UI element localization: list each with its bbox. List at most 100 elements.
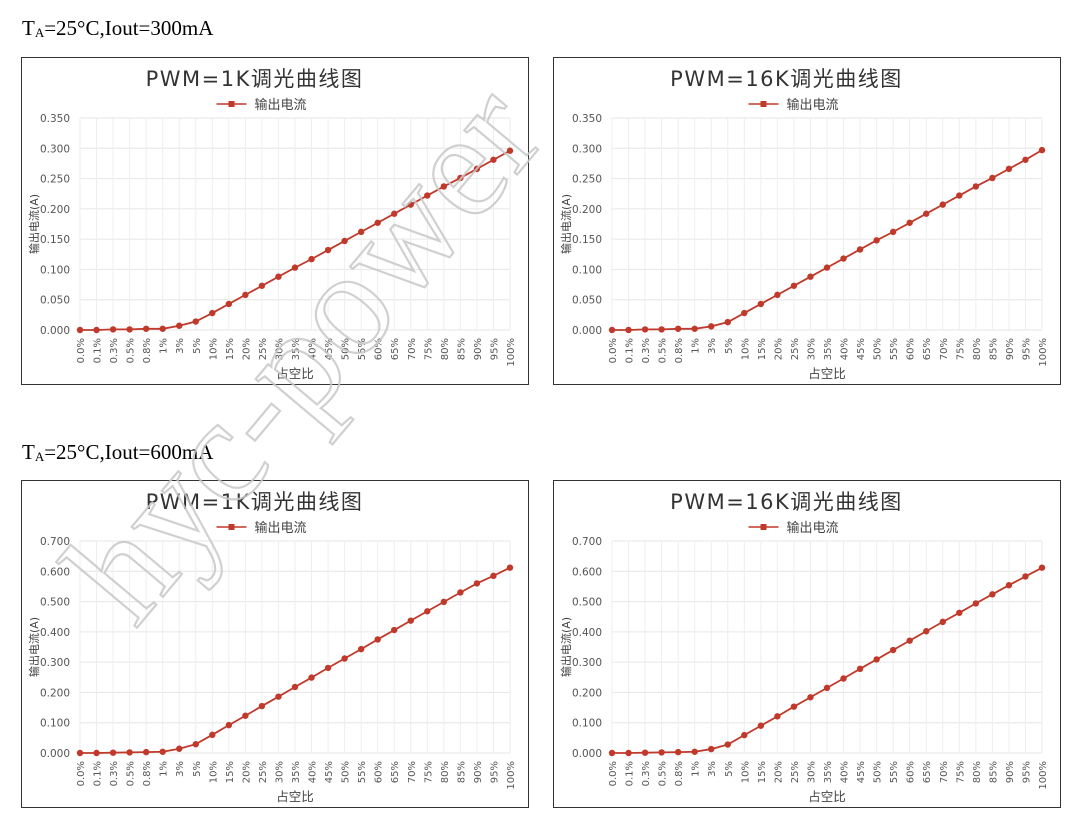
data-point [658,749,665,756]
x-tick-label: 80% [972,761,983,783]
x-tick-label: 0.1% [625,761,636,786]
x-tick-label: 100% [1038,338,1049,367]
chart-title: PWM=16K调光曲线图 [670,490,903,514]
y-tick-label: 0.250 [572,174,602,186]
x-tick-label: 20% [773,338,784,360]
data-point [341,655,348,662]
x-tick-label: 0.5% [126,338,137,363]
x-tick-label: 10% [740,761,751,783]
data-point [625,749,632,757]
data-point [989,591,996,598]
data-point [1038,146,1046,154]
x-tick-label: 70% [407,761,418,783]
y-tick-label: 0.100 [40,718,70,730]
y-tick-label: 0.200 [40,204,70,216]
x-axis-label: 占空比 [276,366,314,381]
x-tick-label: 35% [291,761,302,783]
legend-marker [228,101,235,107]
data-point [608,326,616,334]
x-tick-label: 75% [955,338,966,360]
data-point [790,282,798,289]
x-tick-label: 45% [324,338,335,360]
x-tick-label: 60% [374,338,385,360]
x-tick-label: 45% [856,761,867,783]
data-point [341,237,348,245]
x-tick-label: 25% [790,338,801,360]
y-tick-label: 0.300 [40,657,70,669]
data-point [176,745,183,752]
y-tick-label: 0.100 [40,264,70,276]
chart-panel-1k-300ma: PWM=1K调光曲线图 输出电流 0.000 0.050 0.100 0.150 0.200… [21,57,529,385]
data-point [906,637,913,644]
y-tick-label: 0.250 [40,174,70,186]
x-tick-label: 20% [773,761,784,783]
x-tick-label: 1% [691,338,702,354]
data-point [242,291,249,299]
x-tick-label: 1% [691,761,702,777]
data-point [490,156,497,163]
data-point [641,326,649,333]
data-point [424,608,431,615]
x-tick-label: 75% [423,338,434,360]
data-point [873,237,880,244]
x-tick-label: 15% [757,761,768,783]
data-point [159,748,166,755]
x-tick-label: 65% [922,761,933,783]
y-tick-label: 0.700 [572,536,602,548]
x-tick-label: 1% [159,338,170,354]
y-tick-label: 0.050 [40,295,70,307]
x-tick-label: 90% [1005,338,1016,360]
y-tick-label: 0.050 [572,295,602,307]
x-tick-label: 0.3% [109,338,120,363]
data-point [708,323,715,330]
legend-label: 输出电流 [787,520,839,536]
data-point [873,656,880,663]
x-tick-label: 25% [258,338,269,360]
x-tick-label: 100% [506,338,517,367]
x-tick-label: 0.3% [641,761,652,786]
y-tick-label: 0.300 [572,657,602,669]
y-tick-label: 0.150 [572,234,602,246]
x-tick-label: 75% [423,761,434,783]
x-tick-label: 80% [440,338,451,360]
legend-marker [760,524,767,530]
x-tick-label: 3% [175,338,186,354]
data-point [275,693,282,700]
data-point [939,618,946,626]
data-point [625,326,632,334]
y-tick-label: 0.100 [572,718,602,730]
x-tick-label: 90% [1005,761,1016,783]
x-tick-label: 35% [823,761,834,783]
data-point [741,731,748,739]
data-point [308,255,315,263]
x-tick-label: 30% [806,761,817,783]
y-tick-label: 0.400 [572,627,602,639]
x-tick-label: 0.0% [608,338,619,363]
data-point [807,273,814,280]
x-tick-label: 0.0% [608,761,619,786]
x-tick-label: 5% [192,338,203,354]
data-point [956,609,963,616]
y-tick-label: 0.000 [572,325,602,337]
x-axis-label: 占空比 [276,789,314,804]
x-tick-label: 80% [440,761,451,783]
data-point [757,722,765,729]
x-tick-label: 5% [192,761,203,777]
data-point [457,174,464,182]
data-point [490,572,497,580]
legend-label: 输出电流 [255,520,307,536]
data-point [823,684,831,692]
y-axis-label: 输出电流(A) [559,617,573,677]
x-tick-label: 10% [740,338,751,360]
data-point [889,646,897,654]
y-tick-label: 0.500 [572,597,602,609]
x-tick-label: 0.1% [93,761,104,786]
x-tick-label: 0.0% [76,761,87,786]
x-tick-label: 15% [757,338,768,360]
data-point [457,589,464,596]
data-point [506,564,514,571]
